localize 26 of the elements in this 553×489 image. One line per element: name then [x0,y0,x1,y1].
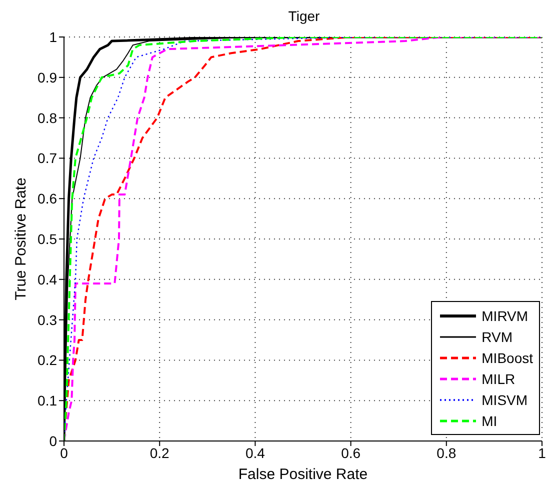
x-tick-label: 0 [60,444,68,461]
y-axis-title: True Positive Rate [12,178,30,300]
y-tick-label: 0.7 [38,150,58,166]
y-tick-label: 0.5 [38,230,58,247]
chart-title: Tiger [287,8,321,24]
x-tick-label: 0.6 [341,444,361,461]
y-tick-label: 0.9 [38,69,58,86]
legend-label: RVM [482,328,512,344]
x-tick-label: 0.4 [245,444,266,461]
legend-label: MISVM [482,392,528,408]
y-tick-label: 0.4 [38,271,58,288]
x-axis-title: False Positive Rate [238,466,368,483]
y-tick-label: 0.3 [38,312,58,328]
y-tick-label: 0.8 [38,110,58,126]
y-tick-label: 0.1 [38,392,58,409]
x-tick-label: 1 [538,444,546,461]
y-tick-label: 0 [49,432,58,449]
x-tick-label: 0.2 [150,444,170,461]
legend-label: MI [482,412,498,428]
legend-label: MILR [482,370,516,386]
legend-label: MIRVM [482,308,528,324]
y-tick-label: 0.6 [38,190,58,207]
y-tick-label: 1 [49,28,58,45]
y-tick-label: 0.2 [38,352,58,368]
x-tick-label: 0.8 [436,444,456,461]
legend-label: MIBoost [482,350,533,366]
